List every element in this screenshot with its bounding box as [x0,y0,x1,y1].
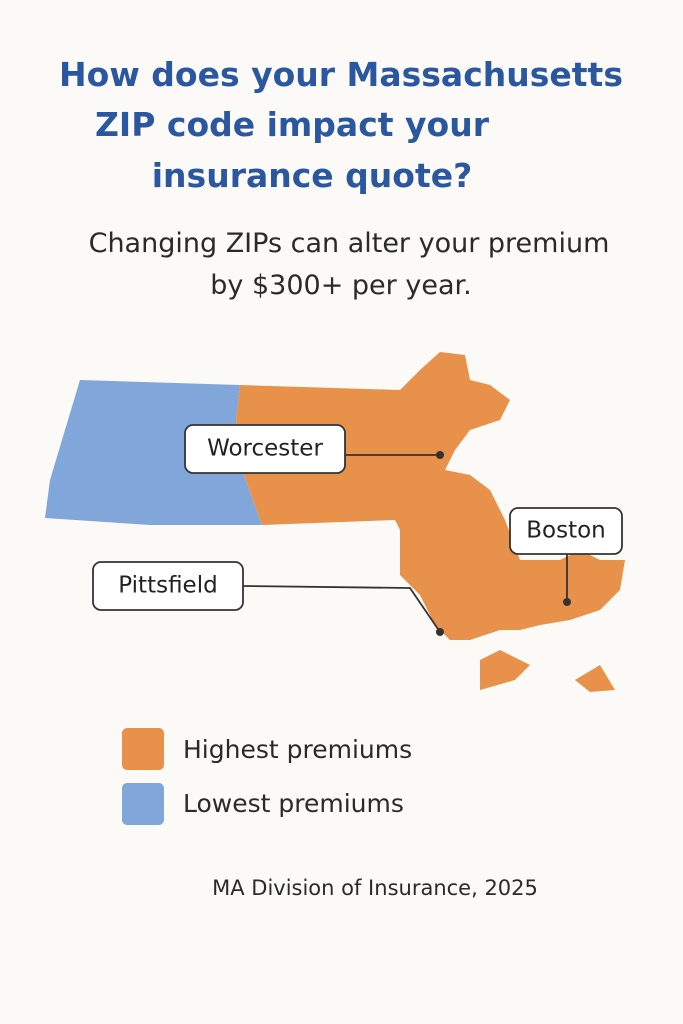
pin [436,451,444,459]
legend-swatch [122,728,164,770]
island [575,665,615,692]
label-box [184,424,346,474]
map-label: Boston [526,518,606,544]
label-box [92,561,244,611]
label-box [509,507,623,555]
legend-label: Highest premiums [183,735,412,764]
high-region [236,352,625,640]
source: MA Division of Insurance, 2025 [212,876,538,900]
subtitle-line: by $300+ per year. [210,270,471,301]
title-line: ZIP code impact your [95,105,490,144]
subtitle-line: Changing ZIPs can alter your premium [89,228,610,259]
title-line: How does your Massachusetts [59,55,623,94]
title-line: insurance quote? [152,156,473,195]
map [45,352,625,692]
map-label: Worcester [207,436,323,462]
pin [436,628,444,636]
leader-line [242,585,441,633]
low-region [45,380,262,525]
legend-swatch [122,783,164,825]
island [480,650,530,690]
legend-label: Lowest premiums [183,789,404,818]
map-label: Pittsfield [118,573,217,599]
pin [563,598,571,606]
